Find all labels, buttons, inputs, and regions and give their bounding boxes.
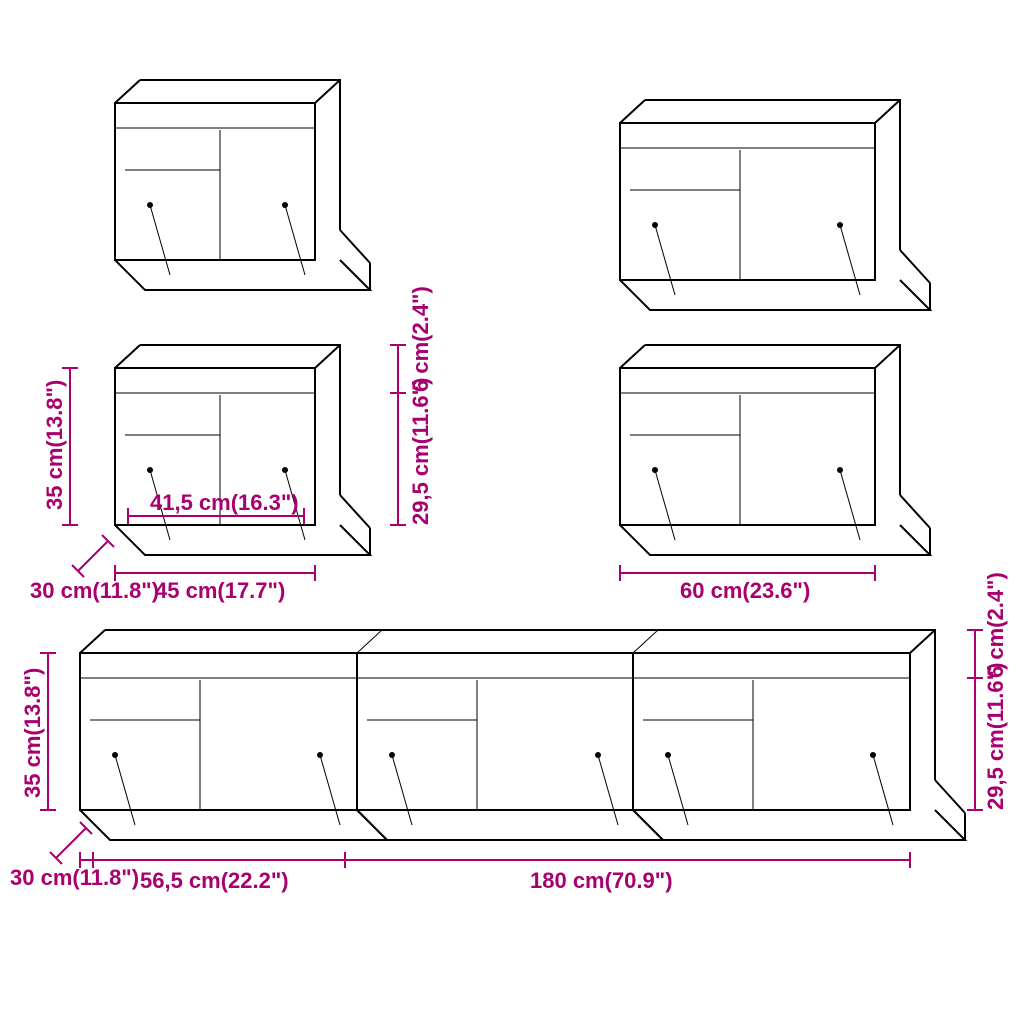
dim-295-long: 29,5 cm(11.6") [983, 663, 1008, 810]
cabinet-small-tr [620, 100, 930, 310]
dim-45: 45 cm(17.7") [155, 578, 285, 603]
cabinet-long [80, 630, 965, 840]
dim-6-left: 6 cm(2.4") [408, 286, 433, 392]
dim-60: 60 cm(23.6") [680, 578, 810, 603]
dim-180: 180 cm(70.9") [530, 868, 673, 893]
dim-565: 56,5 cm(22.2") [140, 868, 289, 893]
dim-30-left: 30 cm(11.8") [30, 578, 159, 603]
cabinet-small-br [620, 345, 930, 555]
cabinet-small-bl [115, 345, 370, 555]
dim-35-long: 35 cm(13.8") [20, 668, 45, 798]
dims-long: 35 cm(13.8") 30 cm(11.8") 56,5 cm(22.2")… [10, 572, 1008, 893]
dim-415: 41,5 cm(16.3") [150, 490, 299, 515]
dim-295-left: 29,5 cm(11.6") [408, 378, 433, 525]
dim-30-long: 30 cm(11.8") [10, 865, 139, 890]
cabinet-small-tl [115, 80, 370, 290]
dim-6-long: 6 cm(2.4") [983, 572, 1008, 678]
dimension-diagram: 35 cm(13.8") 30 cm(11.8") 41,5 cm(16.3")… [0, 0, 1024, 1024]
dims-small-right: 60 cm(23.6") [620, 565, 875, 603]
dim-35-left: 35 cm(13.8") [42, 380, 67, 510]
